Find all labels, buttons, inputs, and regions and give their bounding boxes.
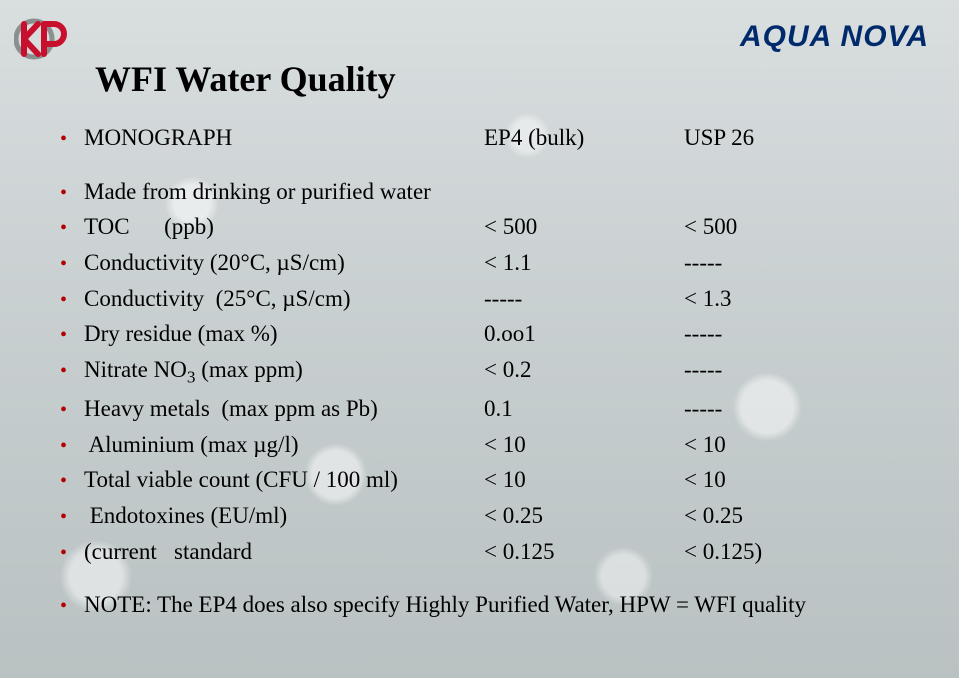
cell-ep4: < 10 [484, 427, 684, 463]
cell-ep4: < 500 [484, 209, 684, 245]
cell-param: (current standard [84, 534, 484, 570]
data-row: •Made from drinking or purified water [60, 174, 929, 210]
cell-usp26: < 0.25 [684, 498, 929, 534]
cell-usp26: < 10 [684, 427, 929, 463]
cell-ep4: 0.1 [484, 391, 684, 427]
cell-param: Conductivity (25°C, µS/cm) [84, 281, 484, 317]
cell-ep4: < 10 [484, 462, 684, 498]
cell-param: TOC (ppb) [84, 209, 484, 245]
kp-logo [14, 18, 72, 60]
cell-param: Conductivity (20°C, µS/cm) [84, 245, 484, 281]
cell-usp26: < 1.3 [684, 281, 929, 317]
header-col2: EP4 (bulk) [484, 120, 684, 156]
bullet-icon: • [60, 285, 84, 316]
cell-param: Endotoxines (EU/ml) [84, 498, 484, 534]
data-row: •Total viable count (CFU / 100 ml)< 10< … [60, 462, 929, 498]
cell-usp26: ----- [684, 316, 929, 352]
slide: AQUA NOVA WFI Water Quality • MONOGRAPH … [0, 0, 959, 678]
bullet-icon: • [60, 502, 84, 533]
data-row: •Heavy metals (max ppm as Pb)0.1----- [60, 391, 929, 427]
data-row: •Nitrate NO3 (max ppm)< 0.2----- [60, 352, 929, 391]
bullet-icon: • [60, 431, 84, 462]
brand-label: AQUA NOVA [740, 20, 929, 54]
header-col1: MONOGRAPH [84, 120, 484, 156]
cell-param: Dry residue (max %) [84, 316, 484, 352]
data-row: •Dry residue (max %)0.oo1----- [60, 316, 929, 352]
cell-param: Heavy metals (max ppm as Pb) [84, 391, 484, 427]
bullet-icon: • [60, 213, 84, 244]
cell-ep4: < 1.1 [484, 245, 684, 281]
data-row: •(current standard< 0.125< 0.125) [60, 534, 929, 570]
cell-param: Aluminium (max µg/l) [84, 427, 484, 463]
bullet-icon: • [60, 320, 84, 351]
bullet-icon: • [60, 178, 84, 209]
data-row: •Conductivity (20°C, µS/cm)< 1.1----- [60, 245, 929, 281]
data-row: • Endotoxines (EU/ml)< 0.25< 0.25 [60, 498, 929, 534]
cell-usp26: ----- [684, 245, 929, 281]
cell-usp26: < 0.125) [684, 534, 929, 570]
data-row: • Aluminium (max µg/l)< 10< 10 [60, 427, 929, 463]
data-row: •TOC (ppb)< 500< 500 [60, 209, 929, 245]
cell-param: Nitrate NO3 (max ppm) [84, 352, 484, 391]
cell-usp26: ----- [684, 352, 929, 388]
cell-ep4: < 0.25 [484, 498, 684, 534]
cell-ep4: < 0.125 [484, 534, 684, 570]
bullet-icon: • [60, 466, 84, 497]
bullet-icon: • [60, 591, 84, 622]
slide-title: WFI Water Quality [95, 58, 396, 100]
cell-ep4: 0.oo1 [484, 316, 684, 352]
header-row: • MONOGRAPH EP4 (bulk) USP 26 [60, 120, 929, 156]
cell-param: Made from drinking or purified water [84, 174, 484, 210]
note-row: • NOTE: The EP4 does also specify Highly… [60, 587, 929, 623]
cell-usp26: < 500 [684, 209, 929, 245]
cell-ep4: ----- [484, 281, 684, 317]
bullet-icon: • [60, 124, 84, 155]
cell-ep4: < 0.2 [484, 352, 684, 388]
bullet-icon: • [60, 249, 84, 280]
cell-param: Total viable count (CFU / 100 ml) [84, 462, 484, 498]
cell-usp26: ----- [684, 391, 929, 427]
bullet-icon: • [60, 356, 84, 387]
note-text: NOTE: The EP4 does also specify Highly P… [84, 587, 929, 623]
bullet-icon: • [60, 538, 84, 569]
cell-usp26: < 10 [684, 462, 929, 498]
content-area: • MONOGRAPH EP4 (bulk) USP 26 •Made from… [60, 120, 929, 623]
header-col3: USP 26 [684, 120, 929, 156]
data-row: •Conductivity (25°C, µS/cm)-----< 1.3 [60, 281, 929, 317]
bullet-icon: • [60, 395, 84, 426]
